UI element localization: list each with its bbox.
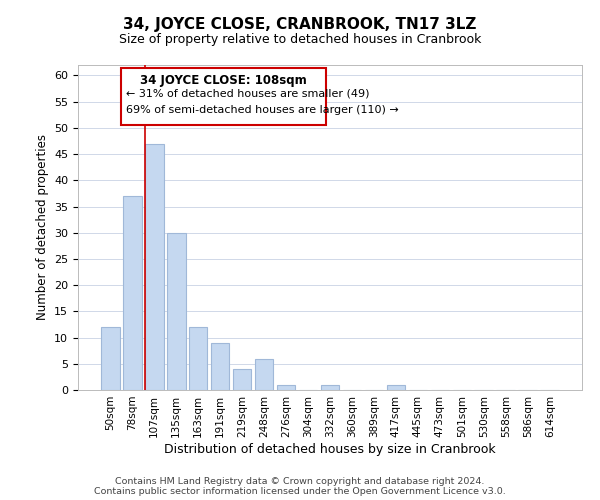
Bar — [211, 343, 229, 390]
Text: Contains public sector information licensed under the Open Government Licence v3: Contains public sector information licen… — [94, 488, 506, 496]
Bar — [277, 385, 295, 390]
Text: 34 JOYCE CLOSE: 108sqm: 34 JOYCE CLOSE: 108sqm — [140, 74, 307, 87]
Bar — [320, 385, 340, 390]
Text: ← 31% of detached houses are smaller (49): ← 31% of detached houses are smaller (49… — [125, 88, 369, 99]
FancyBboxPatch shape — [121, 68, 326, 126]
Bar — [255, 358, 274, 390]
Text: 34, JOYCE CLOSE, CRANBROOK, TN17 3LZ: 34, JOYCE CLOSE, CRANBROOK, TN17 3LZ — [124, 18, 476, 32]
Bar — [101, 327, 119, 390]
Bar — [189, 327, 208, 390]
Bar — [233, 369, 251, 390]
Bar — [167, 232, 185, 390]
Bar — [145, 144, 164, 390]
Text: 69% of semi-detached houses are larger (110) →: 69% of semi-detached houses are larger (… — [125, 106, 398, 116]
Bar — [123, 196, 142, 390]
Text: Contains HM Land Registry data © Crown copyright and database right 2024.: Contains HM Land Registry data © Crown c… — [115, 478, 485, 486]
Bar — [386, 385, 405, 390]
Text: Size of property relative to detached houses in Cranbrook: Size of property relative to detached ho… — [119, 32, 481, 46]
X-axis label: Distribution of detached houses by size in Cranbrook: Distribution of detached houses by size … — [164, 442, 496, 456]
Y-axis label: Number of detached properties: Number of detached properties — [35, 134, 49, 320]
